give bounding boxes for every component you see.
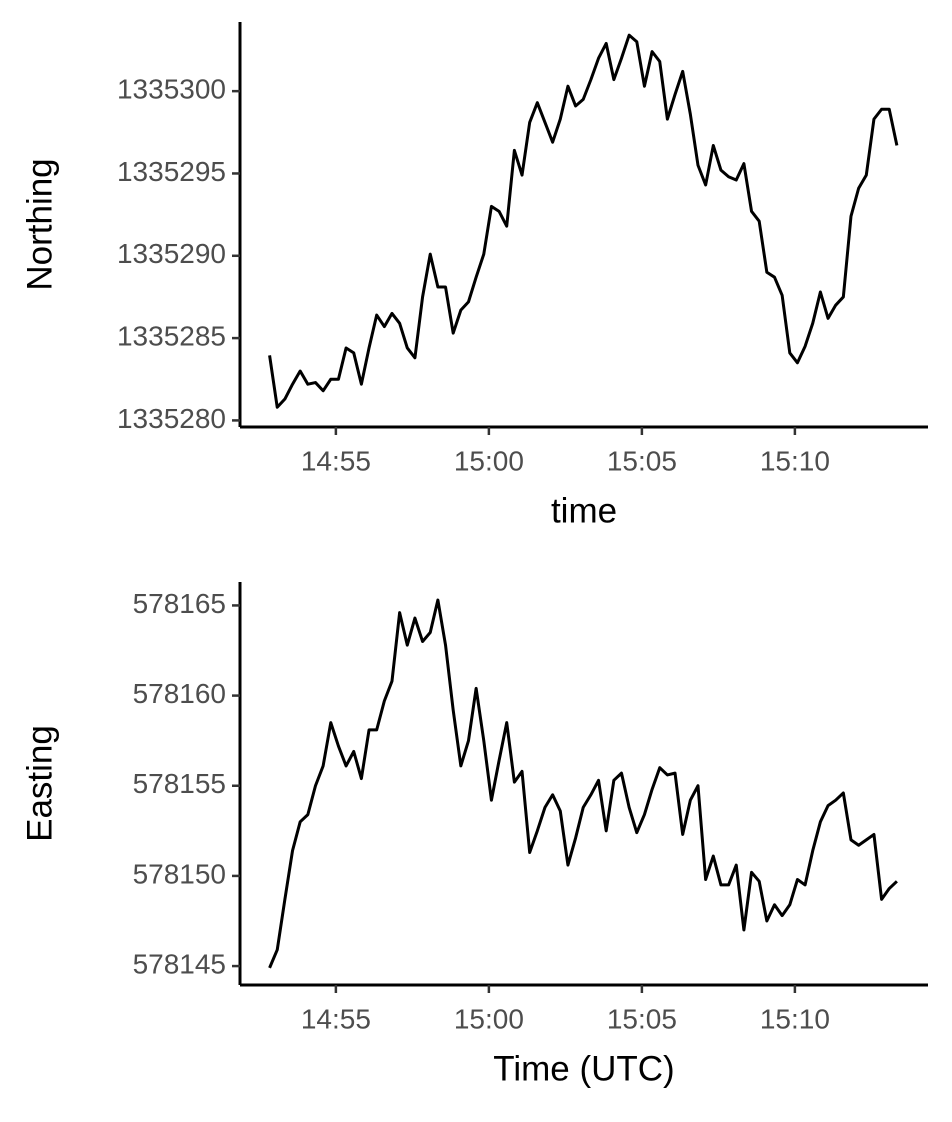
x-tick-label: 14:55 bbox=[301, 445, 371, 476]
y-tick-label: 578165 bbox=[133, 588, 226, 619]
x-tick-label: 15:10 bbox=[760, 1003, 830, 1034]
y-axis-title: Easting bbox=[20, 725, 59, 842]
y-tick-label: 578145 bbox=[133, 948, 226, 979]
y-tick-label: 1335300 bbox=[117, 74, 226, 105]
x-tick-label: 15:00 bbox=[454, 1003, 524, 1034]
x-tick-label: 15:05 bbox=[607, 1003, 677, 1034]
x-tick-label: 15:00 bbox=[454, 445, 524, 476]
y-tick-label: 1335285 bbox=[117, 320, 226, 351]
x-axis-title: Time (UTC) bbox=[493, 1049, 674, 1088]
y-tick-label: 1335280 bbox=[117, 403, 226, 434]
data-line bbox=[268, 33, 899, 409]
y-axis-title: Northing bbox=[20, 158, 59, 290]
x-tick-label: 14:55 bbox=[301, 1003, 371, 1034]
x-tick-label: 15:10 bbox=[760, 445, 830, 476]
y-tick-label: 1335295 bbox=[117, 156, 226, 187]
y-tick-label: 578155 bbox=[133, 768, 226, 799]
y-tick-label: 578160 bbox=[133, 678, 226, 709]
data-line bbox=[268, 598, 898, 969]
y-tick-label: 1335290 bbox=[117, 238, 226, 269]
y-tick-label: 578150 bbox=[133, 858, 226, 889]
x-tick-label: 15:05 bbox=[607, 445, 677, 476]
x-axis-title: time bbox=[551, 491, 617, 530]
